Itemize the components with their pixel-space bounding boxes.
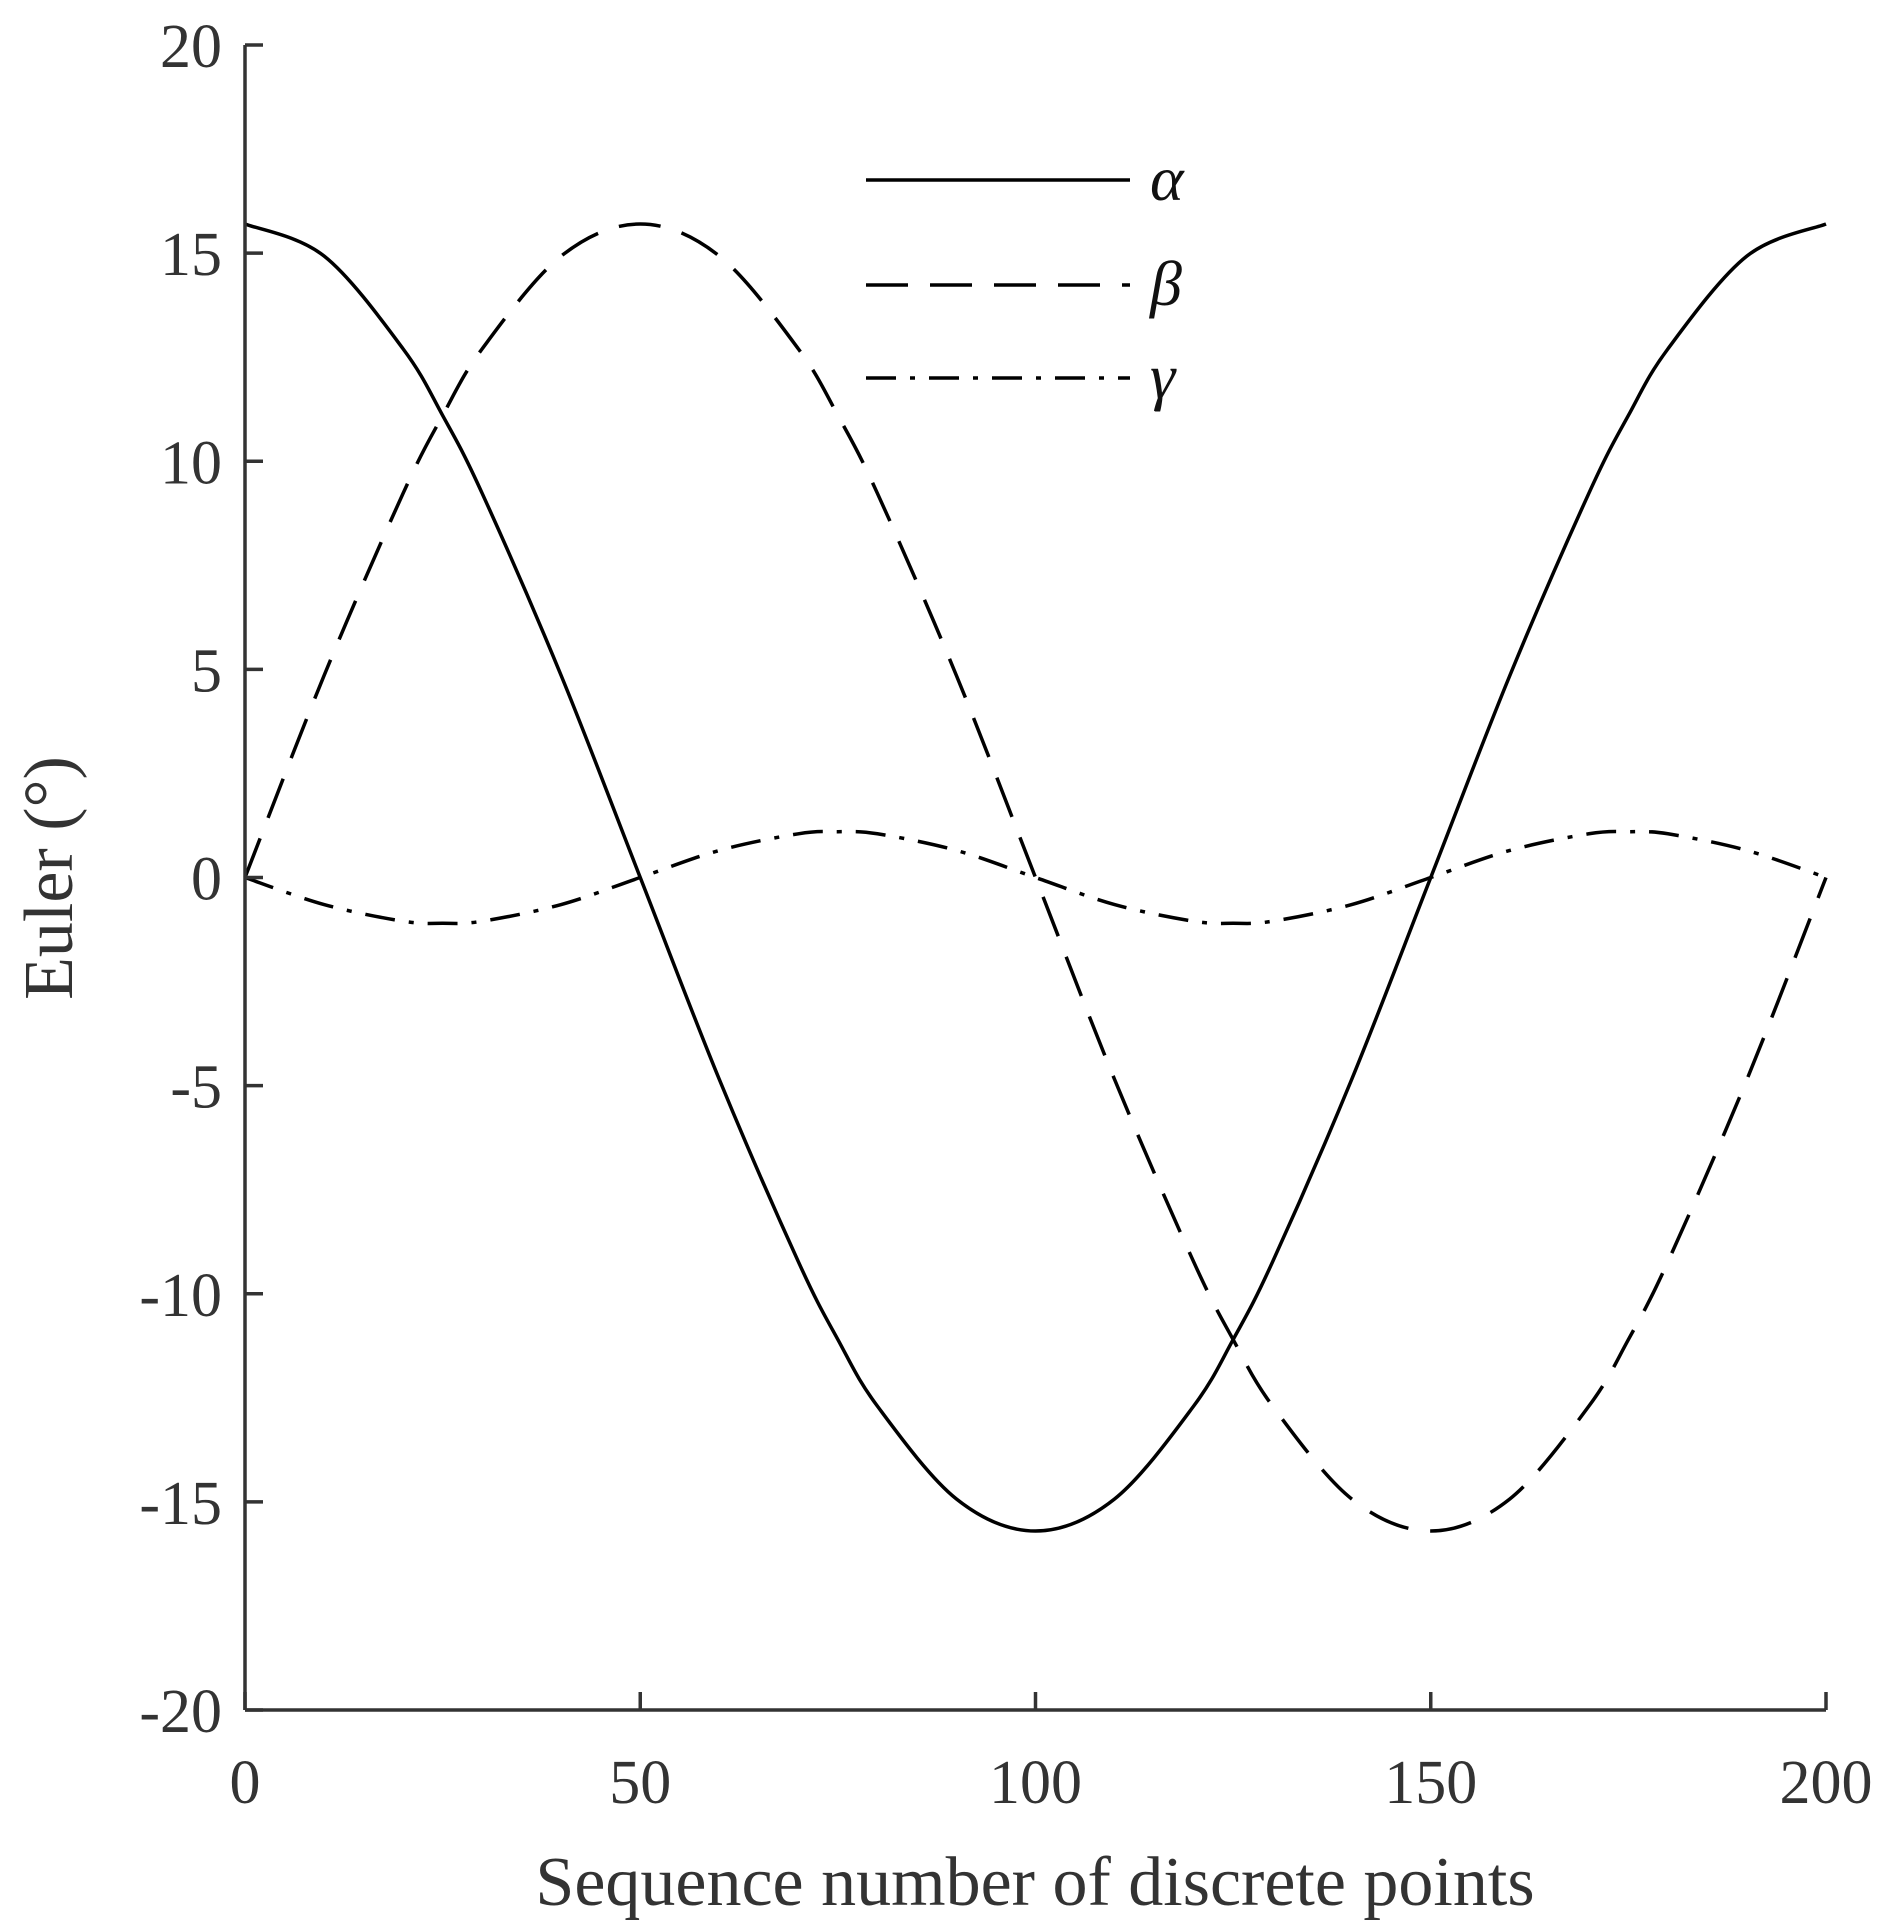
legend-label-3: γ [1150, 341, 1177, 412]
y-axis-label: Euler (°) [11, 756, 88, 1000]
axes-layer [243, 45, 1826, 1712]
y-tick-label: 5 [191, 637, 222, 705]
series-line-2 [243, 222, 1828, 1533]
y-tick-label: 10 [160, 429, 222, 497]
series-layer [243, 222, 1828, 1533]
x-tick-label: 200 [1780, 1749, 1873, 1817]
y-tick-label: -20 [139, 1678, 222, 1746]
x-tick-label: 50 [609, 1749, 671, 1817]
x-tick-label: 0 [230, 1749, 261, 1817]
series-line-1 [244, 222, 1827, 1533]
x-tick-label: 150 [1384, 1749, 1477, 1817]
y-tick-label: 20 [160, 13, 222, 81]
y-tick-label: -15 [139, 1470, 222, 1538]
series-line-3 [244, 829, 1827, 926]
y-tick-label: 0 [191, 846, 222, 914]
legend-label-1: α [1150, 143, 1185, 214]
x-tick-label: 100 [989, 1749, 1082, 1817]
y-tick-label: -10 [139, 1262, 222, 1330]
legend: αβγ [866, 143, 1185, 412]
x-axis-label: Sequence number of discrete points [535, 1844, 1534, 1921]
y-tick-label: -5 [170, 1054, 222, 1122]
y-tick-label: 15 [160, 221, 222, 289]
legend-label-2: β [1148, 248, 1182, 319]
